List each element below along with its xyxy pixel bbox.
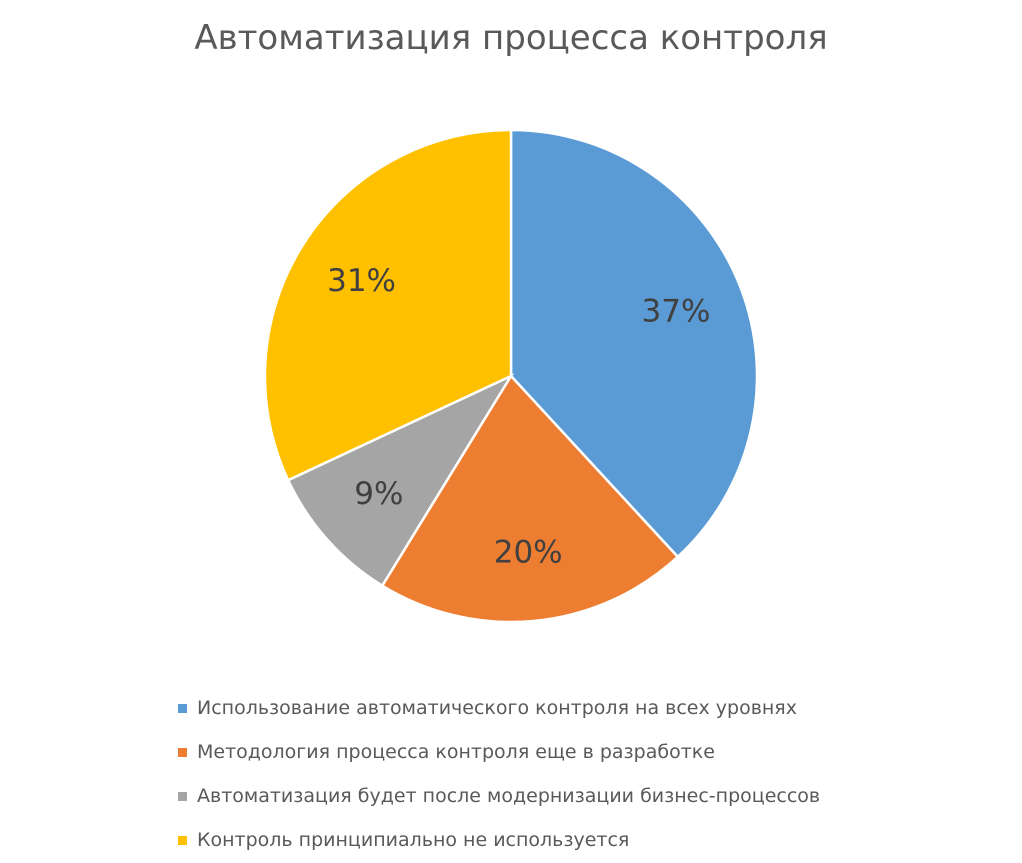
legend-label: Контроль принципиально не используется (197, 829, 630, 851)
data-label-not-used: 31% (327, 263, 396, 299)
legend-item: Методология процесса контроля еще в разр… (178, 730, 998, 774)
legend-label: Использование автоматического контроля н… (197, 697, 797, 719)
pie-slice-automation-later (286, 373, 515, 588)
legend-swatch (178, 703, 187, 713)
legend-swatch (178, 747, 187, 757)
chart-legend: Использование автоматического контроля н… (178, 686, 998, 862)
chart-title: Автоматизация процесса контроля (194, 18, 828, 58)
data-label-methodology: 20% (494, 534, 563, 570)
legend-swatch (178, 835, 187, 845)
legend-label: Методология процесса контроля еще в разр… (197, 741, 715, 763)
legend-item: Автоматизация будет после модернизации б… (178, 774, 998, 818)
legend-label: Автоматизация будет после модернизации б… (197, 785, 821, 807)
pie-chart: 37% 20% 9% 31% (263, 128, 759, 624)
legend-item: Использование автоматического контроля н… (178, 686, 998, 730)
legend-item: Контроль принципиально не используется (178, 818, 998, 862)
data-label-automation-later: 9% (354, 476, 403, 512)
legend-swatch (178, 791, 187, 801)
pie-slice-not-used (263, 128, 513, 482)
pie-slice-automatic-control (509, 128, 759, 559)
data-label-automatic-control: 37% (642, 294, 711, 330)
pie-slice-methodology (380, 373, 680, 624)
